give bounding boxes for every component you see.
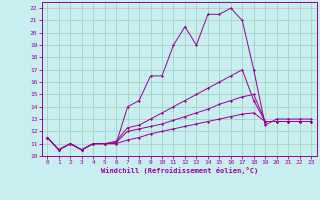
X-axis label: Windchill (Refroidissement éolien,°C): Windchill (Refroidissement éolien,°C) xyxy=(100,167,258,174)
